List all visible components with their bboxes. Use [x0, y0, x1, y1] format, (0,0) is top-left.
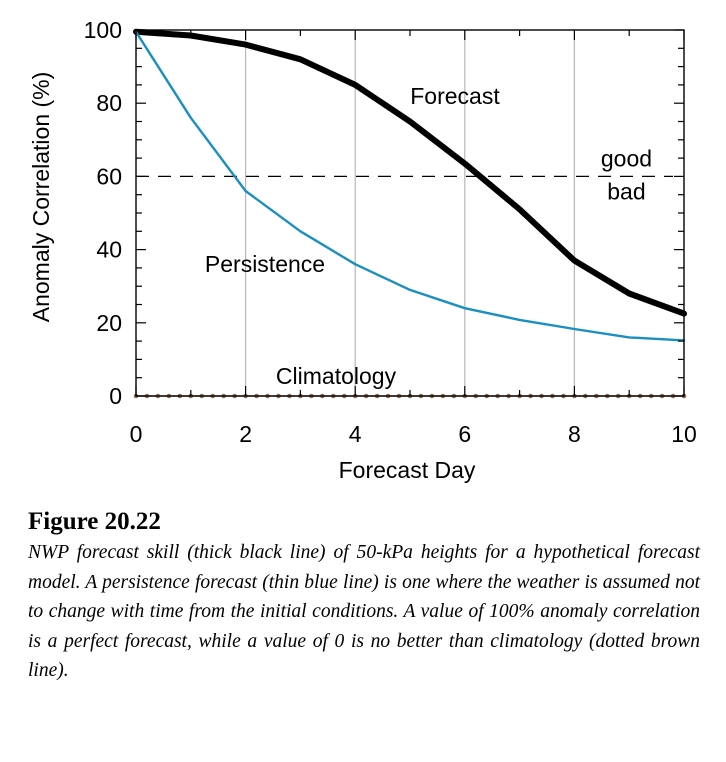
threshold-label-bad: bad: [607, 178, 645, 204]
y-tick-label: 100: [84, 17, 122, 43]
threshold-label-good: good: [601, 145, 652, 171]
axis-ticks: [135, 29, 685, 397]
figure-caption: Figure 20.22 NWP forecast skill (thick b…: [28, 508, 700, 686]
x-tick-label: 4: [349, 421, 362, 447]
series-label-climatology: Climatology: [276, 363, 397, 389]
series-label-persistence: Persistence: [205, 251, 325, 277]
x-axis-label: Forecast Day: [339, 457, 476, 483]
x-tick-label: 6: [458, 421, 471, 447]
y-tick-label: 60: [96, 163, 122, 189]
y-axis-label: Anomaly Correlation (%): [28, 72, 54, 323]
x-tick-label: 8: [568, 421, 581, 447]
x-tick-label: 2: [239, 421, 252, 447]
y-tick-label: 80: [96, 90, 122, 116]
caption-text: NWP forecast skill (thick black line) of…: [28, 542, 700, 681]
y-tick-label: 40: [96, 237, 122, 263]
x-tick-label: 0: [130, 421, 143, 447]
x-grid: [245, 30, 576, 396]
caption-title: Figure 20.22: [28, 508, 161, 535]
series-label-forecast: Forecast: [410, 83, 500, 109]
y-tick-label: 0: [109, 383, 122, 409]
series-line-persistence: [134, 30, 686, 342]
x-tick-label: 10: [671, 421, 697, 447]
y-tick-label: 20: [96, 310, 122, 336]
series-group: [133, 28, 687, 399]
series-line-forecast: [133, 28, 687, 317]
